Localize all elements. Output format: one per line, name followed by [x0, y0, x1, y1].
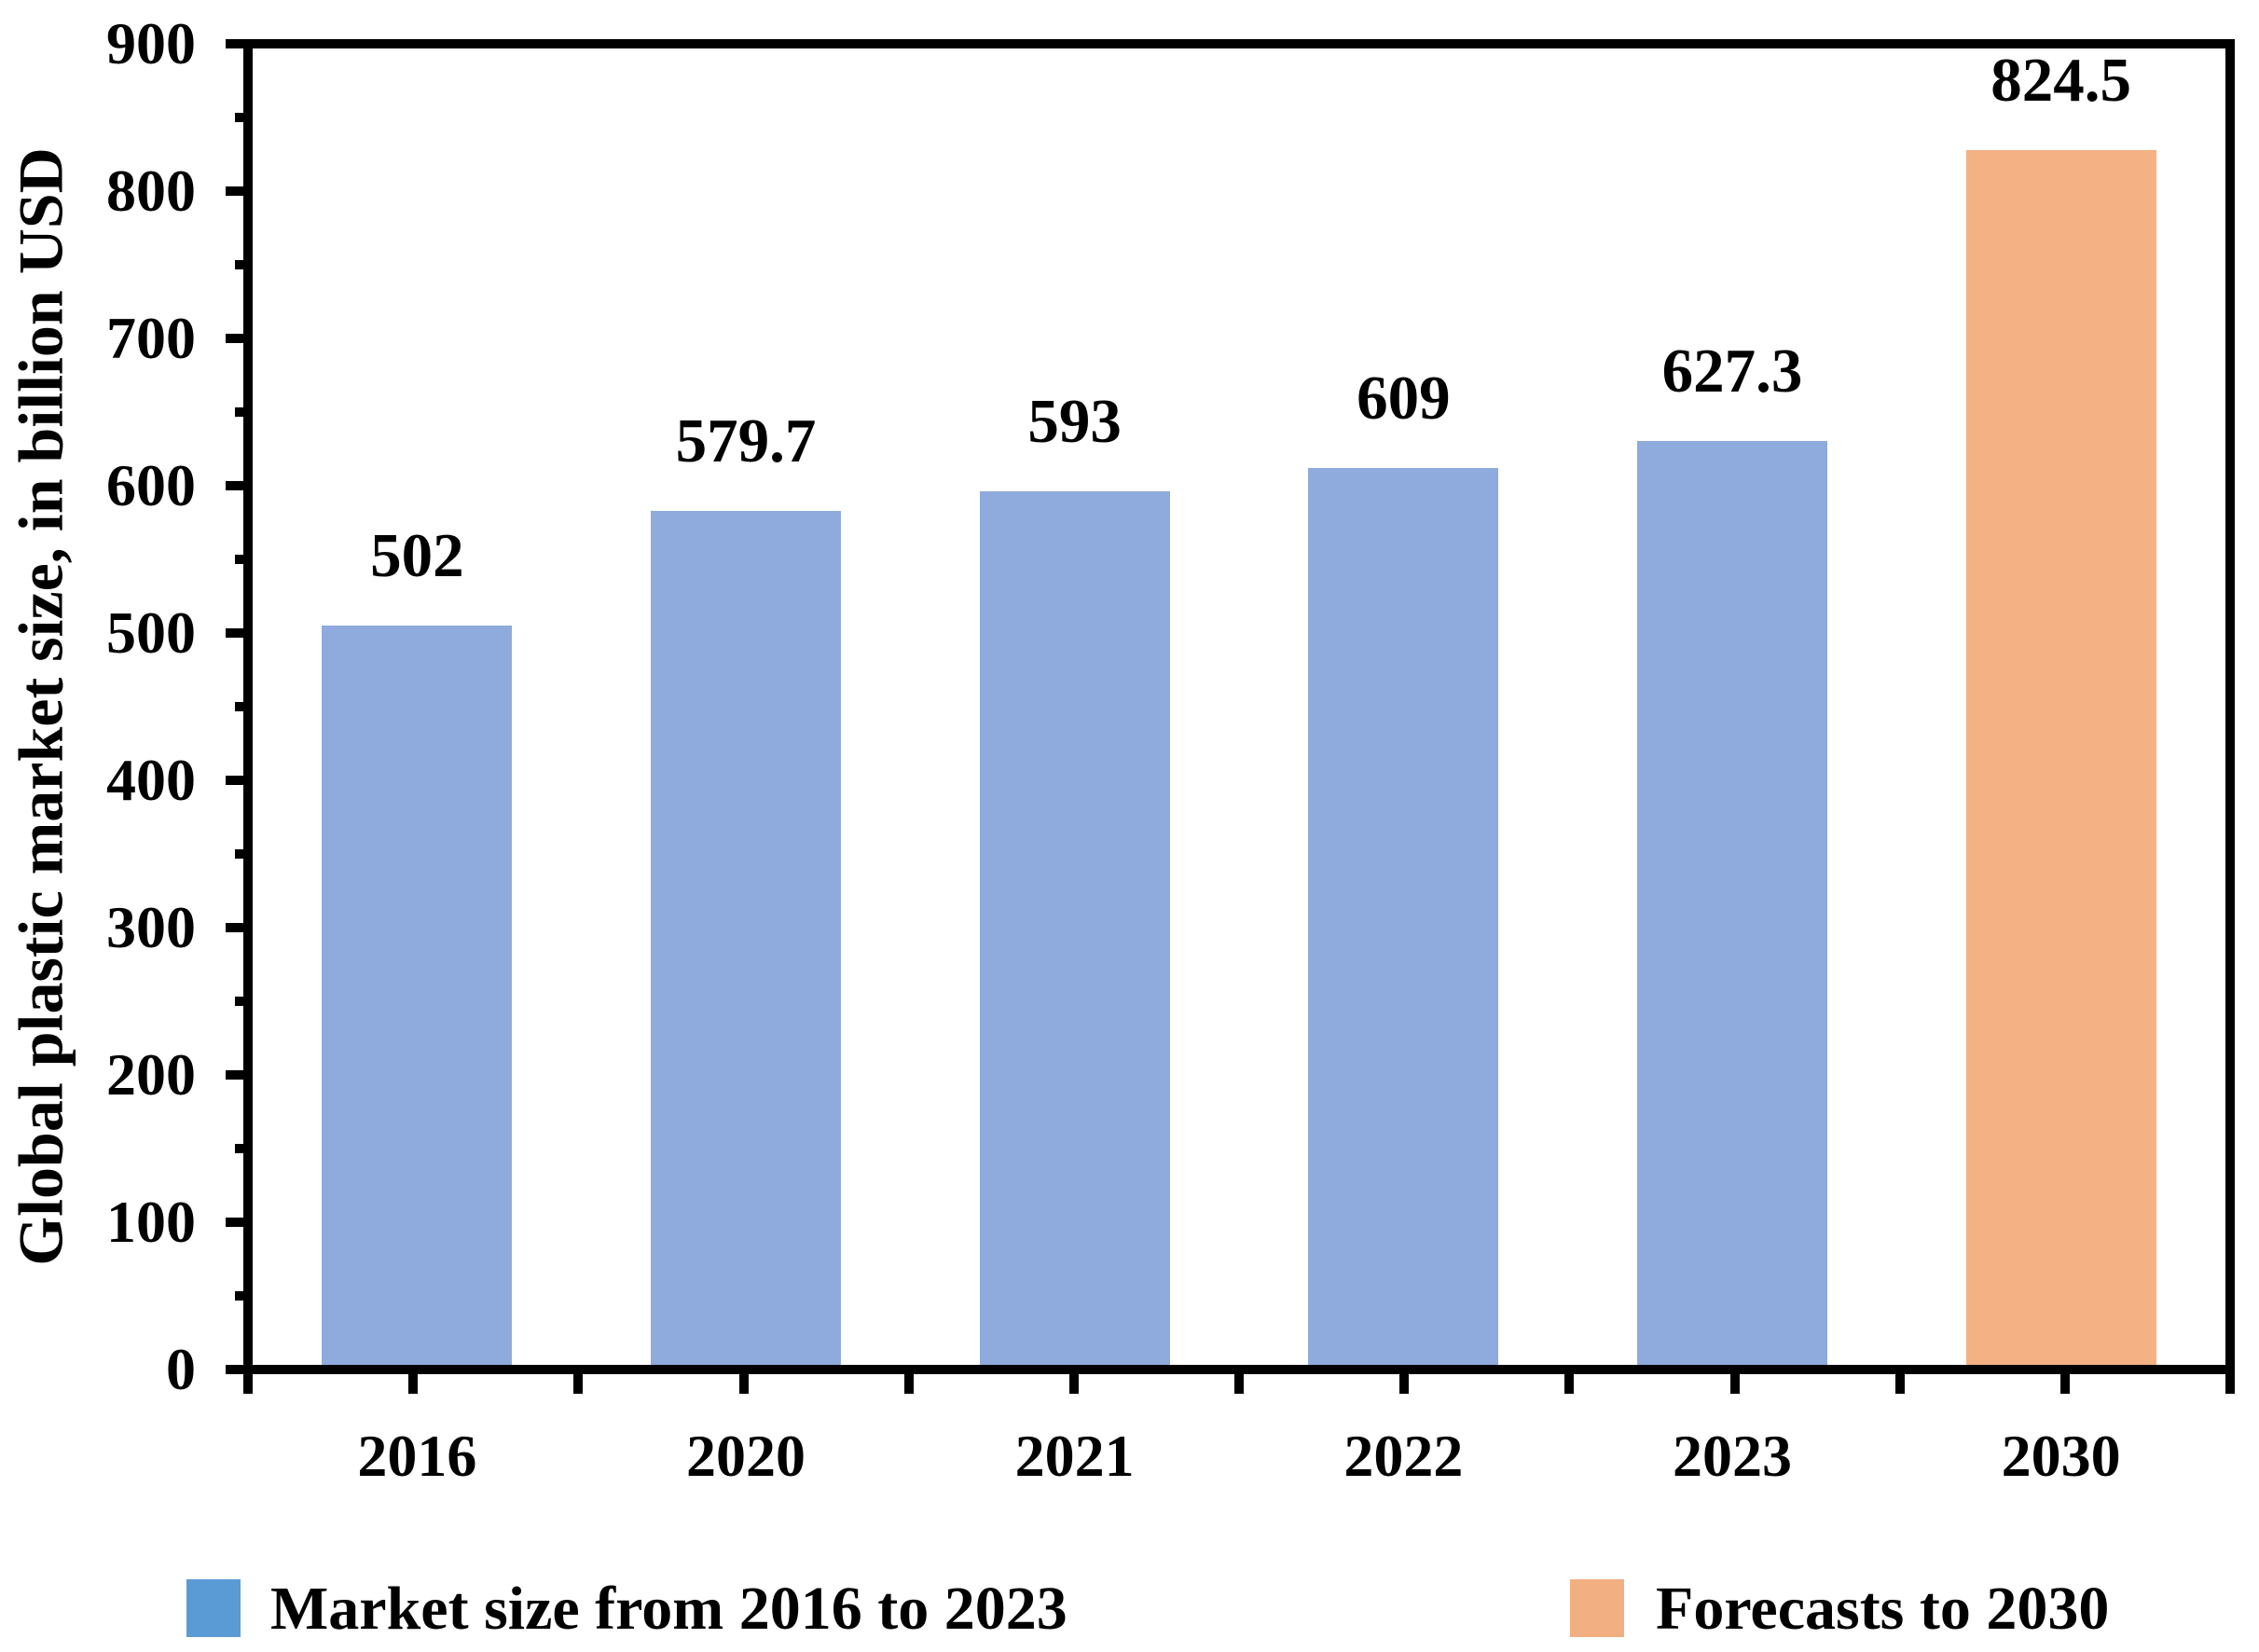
x-tick [243, 1370, 253, 1394]
x-tick [738, 1370, 749, 1394]
y-minor-tick [235, 1291, 250, 1301]
y-tick-label: 0 [166, 1336, 196, 1402]
y-major-tick [226, 481, 250, 490]
y-tick-label: 400 [106, 747, 196, 813]
y-major-tick [226, 39, 250, 48]
x-tick-label-2023: 2023 [1673, 1423, 1792, 1489]
x-tick-label-2021: 2021 [1014, 1423, 1135, 1489]
bar-2022 [1308, 467, 1499, 1365]
x-tick [1234, 1370, 1244, 1394]
y-tick-label: 700 [106, 305, 196, 371]
x-tick [1068, 1370, 1079, 1394]
y-tick-label: 900 [106, 10, 196, 76]
value-label-2016: 502 [370, 520, 464, 590]
y-tick-label: 300 [106, 894, 196, 960]
x-tick [573, 1370, 584, 1394]
value-label-2022: 609 [1357, 363, 1451, 433]
y-tick-label: 500 [106, 599, 196, 666]
legend: Market size from 2016 to 2023 Forecasts … [0, 1566, 2259, 1652]
bar-2021 [979, 491, 1170, 1365]
bar-2023 [1637, 440, 1827, 1365]
x-tick [2059, 1370, 2070, 1394]
x-tick-label-2030: 2030 [2001, 1423, 2121, 1489]
x-tick [903, 1370, 914, 1394]
y-major-tick [226, 186, 250, 196]
y-minor-tick [235, 407, 250, 417]
legend-swatch-blue [186, 1579, 241, 1637]
y-tick-label: 600 [106, 452, 196, 518]
x-tick [2225, 1370, 2235, 1394]
x-tick [1564, 1370, 1575, 1394]
x-tick [408, 1370, 419, 1394]
y-major-tick [226, 1218, 250, 1227]
y-minor-tick [235, 113, 250, 122]
x-tick [1399, 1370, 1410, 1394]
legend-label-market-size: Market size from 2016 to 2023 [270, 1575, 1068, 1643]
y-minor-tick [235, 849, 250, 859]
legend-swatch-orange [1570, 1579, 1624, 1637]
y-major-tick [226, 1070, 250, 1080]
y-major-tick [226, 334, 250, 343]
bar-2030 [1965, 150, 2156, 1365]
bar-2020 [651, 511, 841, 1365]
plot-area [243, 39, 2235, 1374]
y-minor-tick [235, 702, 250, 711]
value-label-2021: 593 [1027, 387, 1122, 457]
y-major-tick [226, 1365, 250, 1374]
x-tick [1729, 1370, 1740, 1394]
y-tick-label: 100 [106, 1189, 196, 1255]
y-tick-label: 800 [106, 158, 196, 224]
value-label-2030: 824.5 [1990, 46, 2132, 116]
y-tick-label: 200 [106, 1041, 196, 1108]
value-label-2023: 627.3 [1661, 336, 1803, 406]
y-major-tick [226, 776, 250, 785]
bar-2016 [322, 625, 513, 1365]
x-tick-label-2022: 2022 [1343, 1423, 1464, 1489]
value-label-2020: 579.7 [675, 406, 817, 476]
y-minor-tick [235, 260, 250, 269]
x-tick [1894, 1370, 1905, 1394]
x-tick-label-2020: 2020 [686, 1423, 806, 1489]
y-major-tick [226, 628, 250, 638]
y-major-tick [226, 923, 250, 932]
y-minor-tick [235, 1144, 250, 1153]
legend-label-forecast: Forecasts to 2030 [1656, 1575, 2110, 1643]
x-tick-label-2016: 2016 [357, 1423, 477, 1489]
y-minor-tick [235, 997, 250, 1006]
y-minor-tick [235, 555, 250, 564]
